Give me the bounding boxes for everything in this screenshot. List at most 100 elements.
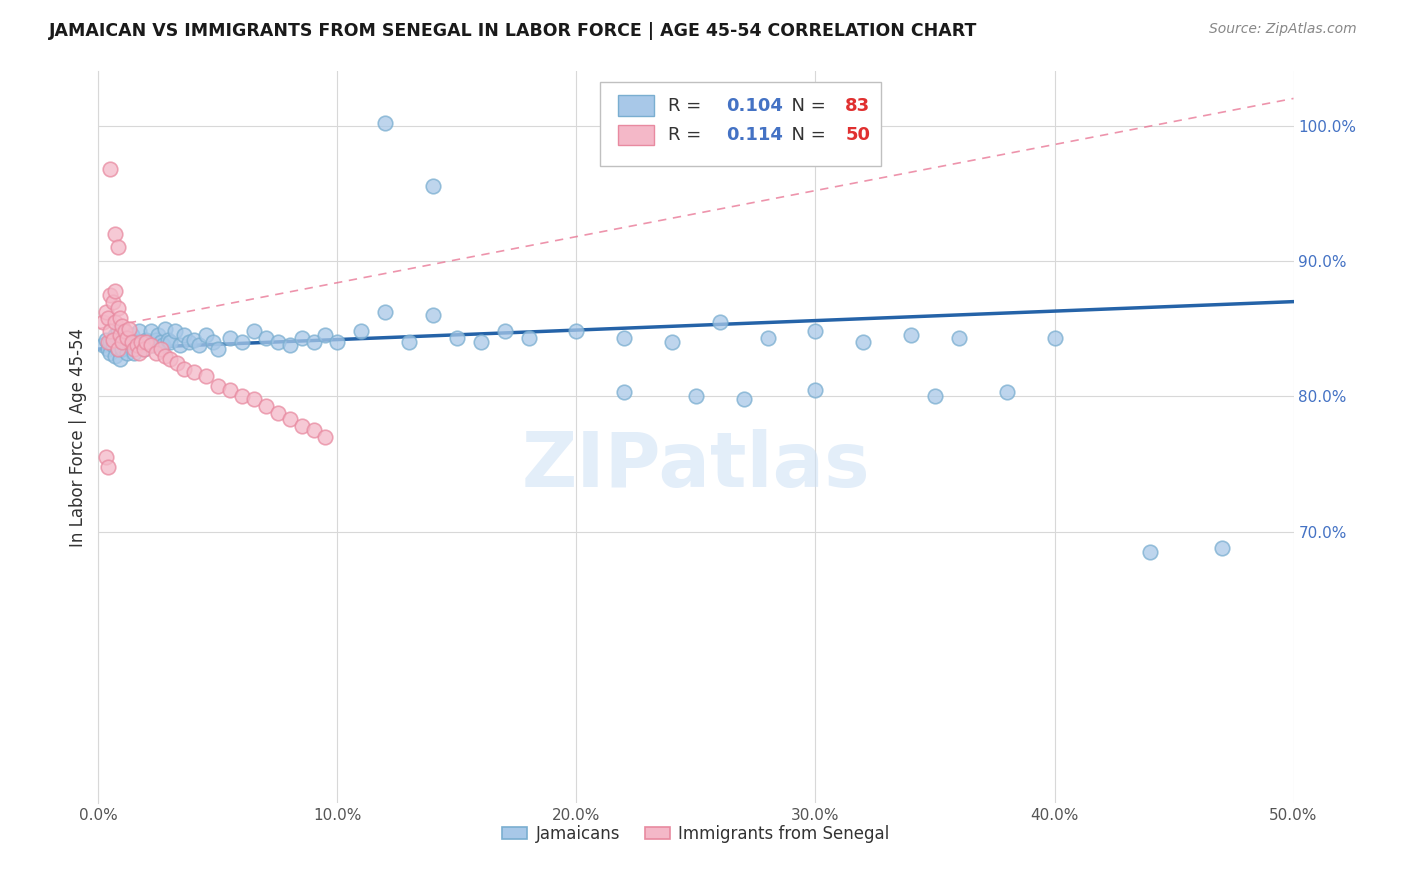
Point — [422, 179, 444, 194]
Point — [128, 325, 150, 339]
Point — [135, 333, 157, 347]
Point — [733, 392, 755, 406]
Point — [254, 331, 277, 345]
Point — [231, 335, 253, 350]
Point — [565, 325, 588, 339]
Point — [94, 333, 117, 347]
Point — [121, 335, 143, 350]
Point — [101, 338, 124, 352]
Point — [98, 161, 122, 176]
Point — [169, 338, 191, 352]
Point — [187, 338, 209, 352]
Text: 50: 50 — [845, 126, 870, 144]
Bar — [619, 125, 654, 145]
Point — [1043, 331, 1066, 345]
Point — [159, 335, 181, 350]
Point — [115, 346, 138, 360]
Point — [685, 389, 707, 403]
Point — [108, 310, 131, 325]
Point — [315, 430, 337, 444]
Point — [374, 305, 396, 319]
Point — [517, 331, 540, 345]
Point — [138, 335, 160, 350]
Point — [111, 318, 134, 333]
Point — [145, 346, 167, 360]
Point — [107, 325, 129, 339]
Point — [107, 240, 129, 254]
Point — [135, 335, 157, 350]
Legend: Jamaicans, Immigrants from Senegal: Jamaicans, Immigrants from Senegal — [495, 818, 897, 849]
Point — [97, 335, 120, 350]
Point — [302, 423, 325, 437]
Point — [124, 346, 146, 360]
Point — [125, 338, 148, 352]
Point — [326, 335, 349, 350]
Text: 83: 83 — [845, 96, 870, 115]
Text: ZIPatlas: ZIPatlas — [522, 429, 870, 503]
Point — [132, 342, 155, 356]
Point — [207, 342, 229, 356]
Point — [104, 315, 127, 329]
Point — [155, 349, 177, 363]
Point — [111, 342, 134, 356]
Point — [291, 419, 314, 434]
Point — [661, 335, 683, 350]
Point — [114, 331, 136, 345]
Point — [852, 335, 875, 350]
Point — [219, 383, 242, 397]
Point — [104, 227, 127, 241]
Point — [995, 385, 1018, 400]
Point — [108, 351, 131, 366]
Point — [139, 325, 162, 339]
Point — [494, 325, 516, 339]
Point — [115, 331, 138, 345]
Text: N =: N = — [779, 96, 831, 115]
Point — [118, 322, 141, 336]
Point — [924, 389, 946, 403]
Point — [231, 389, 253, 403]
Point — [173, 328, 195, 343]
Point — [173, 362, 195, 376]
Point — [114, 325, 136, 339]
Point — [179, 335, 201, 350]
Bar — [619, 95, 654, 116]
Point — [98, 346, 122, 360]
Text: 0.104: 0.104 — [725, 96, 783, 115]
Point — [267, 406, 290, 420]
Point — [94, 305, 117, 319]
Point — [121, 328, 143, 343]
Point — [104, 328, 127, 343]
Point — [804, 325, 827, 339]
Point — [124, 342, 146, 356]
Point — [148, 328, 170, 343]
Point — [149, 335, 172, 350]
Point — [243, 392, 266, 406]
Point — [131, 335, 153, 350]
Point — [152, 338, 174, 352]
Text: JAMAICAN VS IMMIGRANTS FROM SENEGAL IN LABOR FORCE | AGE 45-54 CORRELATION CHART: JAMAICAN VS IMMIGRANTS FROM SENEGAL IN L… — [49, 22, 977, 40]
Point — [111, 335, 134, 350]
Point — [900, 328, 922, 343]
Point — [98, 288, 122, 302]
Point — [107, 342, 129, 356]
Point — [115, 338, 138, 352]
Point — [128, 346, 150, 360]
Point — [709, 315, 731, 329]
Text: N =: N = — [779, 126, 831, 144]
Text: R =: R = — [668, 96, 707, 115]
Point — [183, 365, 205, 379]
Point — [125, 335, 148, 350]
Point — [98, 335, 122, 350]
Point — [118, 335, 141, 350]
Point — [183, 333, 205, 347]
Point — [131, 338, 153, 352]
Point — [156, 333, 179, 347]
Text: R =: R = — [668, 126, 707, 144]
Point — [219, 331, 242, 345]
Point — [166, 355, 188, 369]
Point — [91, 315, 114, 329]
Point — [163, 325, 186, 339]
Point — [97, 342, 120, 356]
Point — [195, 328, 218, 343]
FancyBboxPatch shape — [600, 82, 882, 167]
